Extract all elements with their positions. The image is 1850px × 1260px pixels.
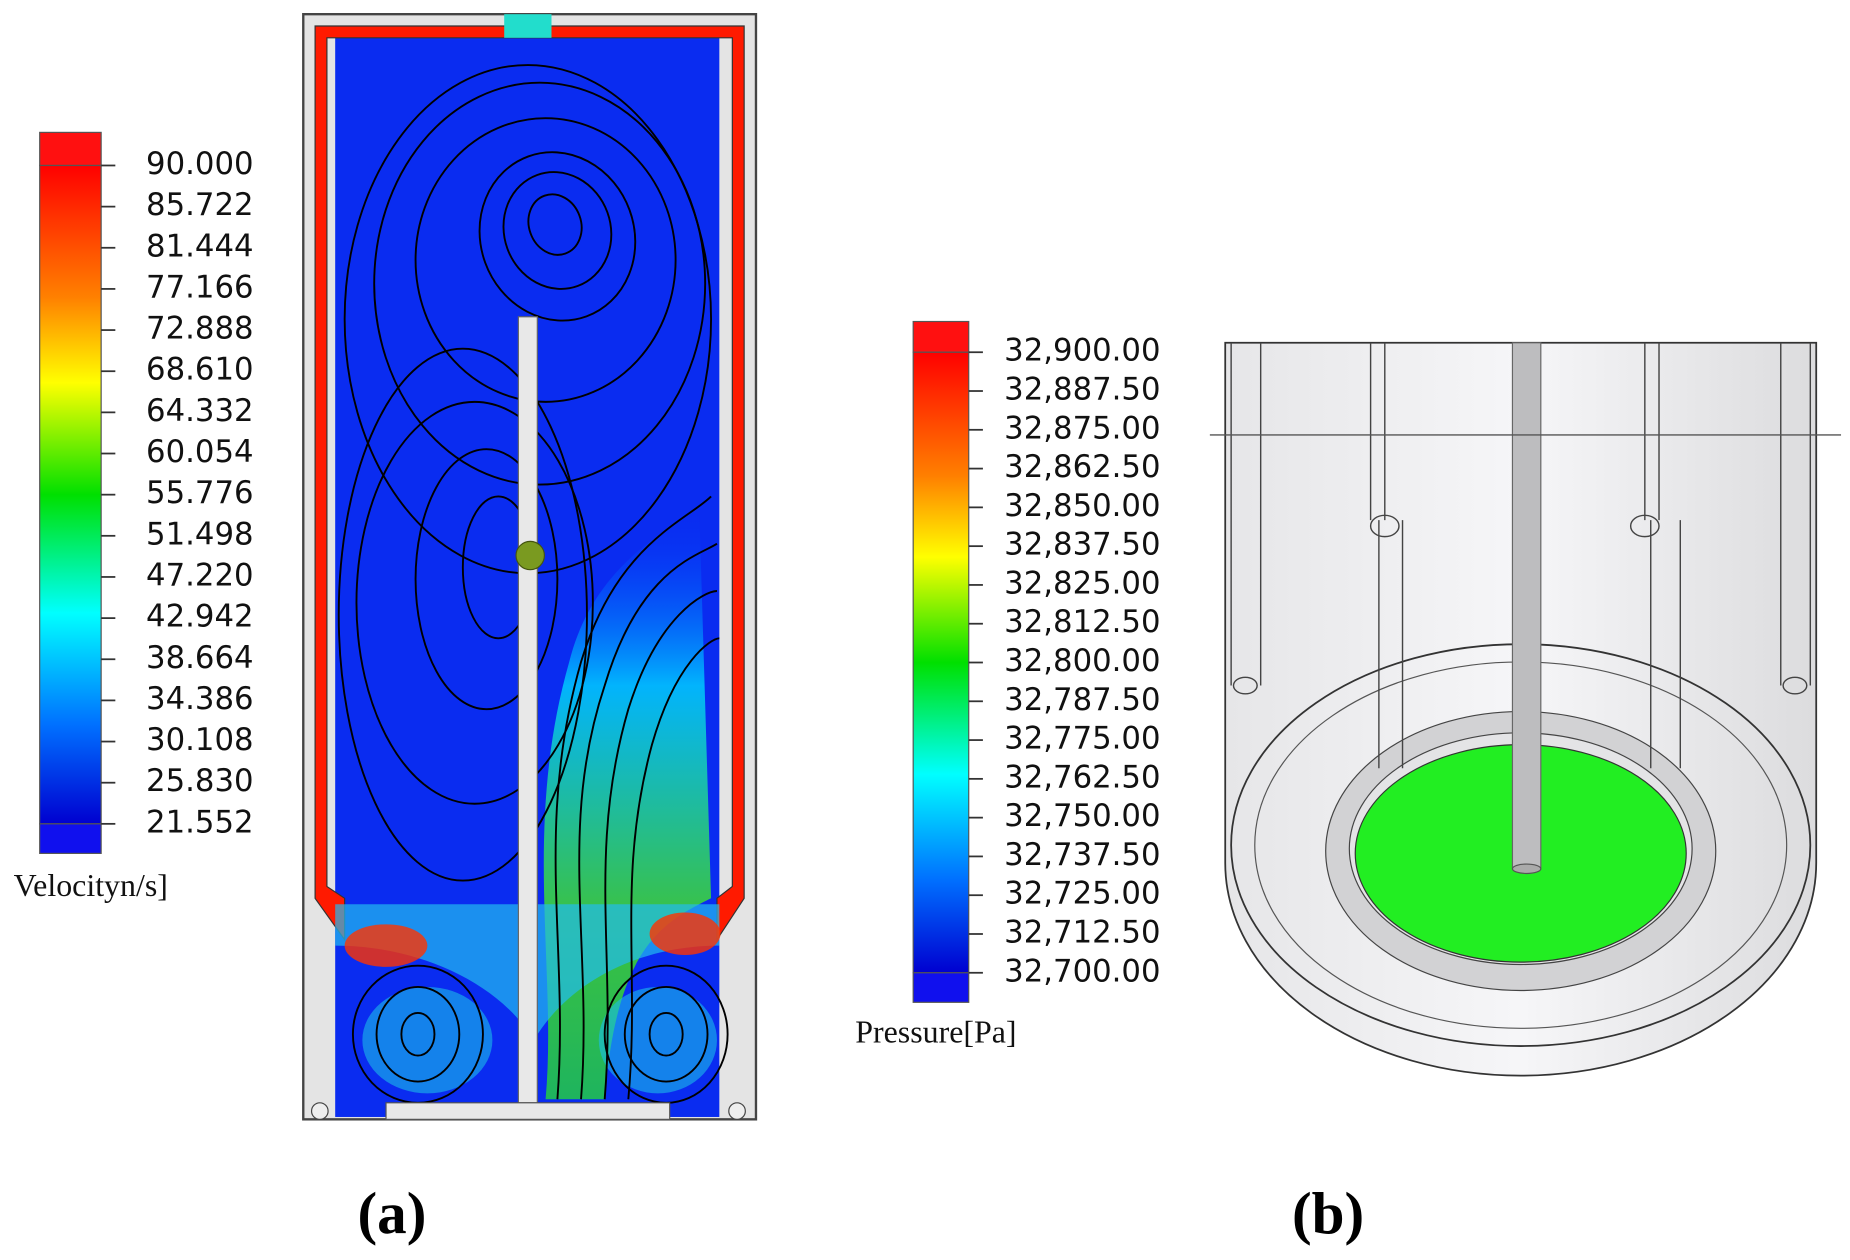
tick-label: 21.552 — [146, 804, 254, 840]
tick-label: 51.498 — [146, 516, 254, 552]
tick-label: 81.444 — [146, 228, 254, 264]
tick-label: 30.108 — [146, 722, 254, 758]
tick-label: 32,800.00 — [1004, 643, 1160, 679]
tick-label: 85.722 — [146, 187, 254, 223]
tick-label: 32,850.00 — [1004, 488, 1160, 524]
tick-label: 90.000 — [146, 146, 254, 182]
tick-label: 32,775.00 — [1004, 721, 1160, 757]
pressure-geometry — [1209, 341, 1842, 1077]
tick-label: 32,750.00 — [1004, 798, 1160, 834]
tick-label: 32,825.00 — [1004, 565, 1160, 601]
tick-label: 42.942 — [146, 599, 254, 635]
tick-label: 32,887.50 — [1004, 372, 1160, 408]
tick-label: 32,875.00 — [1004, 410, 1160, 446]
tick-label: 32,812.50 — [1004, 604, 1160, 640]
legend-title: Pressure[Pa] — [855, 1015, 1016, 1050]
tick-label: 55.776 — [146, 475, 254, 511]
tick-label: 34.386 — [146, 681, 254, 717]
colorbar-b — [912, 320, 970, 1003]
tick-label: 32,700.00 — [1004, 953, 1160, 989]
tick-label: 68.610 — [146, 352, 254, 388]
tick-label: 25.830 — [146, 763, 254, 799]
panel-label: (a) — [357, 1180, 426, 1246]
tick-label: 32,787.50 — [1004, 682, 1160, 718]
tick-label: 32,737.50 — [1004, 837, 1160, 873]
tick-label: 32,712.50 — [1004, 914, 1160, 950]
velocity-field — [302, 13, 758, 1121]
tick-label: 32,837.50 — [1004, 527, 1160, 563]
tick-label: 60.054 — [146, 434, 254, 470]
tick-label: 77.166 — [146, 269, 254, 305]
tick-label: 32,900.00 — [1004, 333, 1160, 369]
colorbar-a — [39, 131, 102, 854]
legend-title: Velocityn/s] — [14, 868, 168, 903]
tick-label: 32,725.00 — [1004, 876, 1160, 912]
tick-label: 38.664 — [146, 640, 254, 676]
panel-label: (b) — [1292, 1180, 1364, 1246]
tick-label: 32,862.50 — [1004, 449, 1160, 485]
tick-label: 47.220 — [146, 557, 254, 593]
tick-label: 72.888 — [146, 311, 254, 347]
tick-label: 32,762.50 — [1004, 759, 1160, 795]
tick-label: 64.332 — [146, 393, 254, 429]
